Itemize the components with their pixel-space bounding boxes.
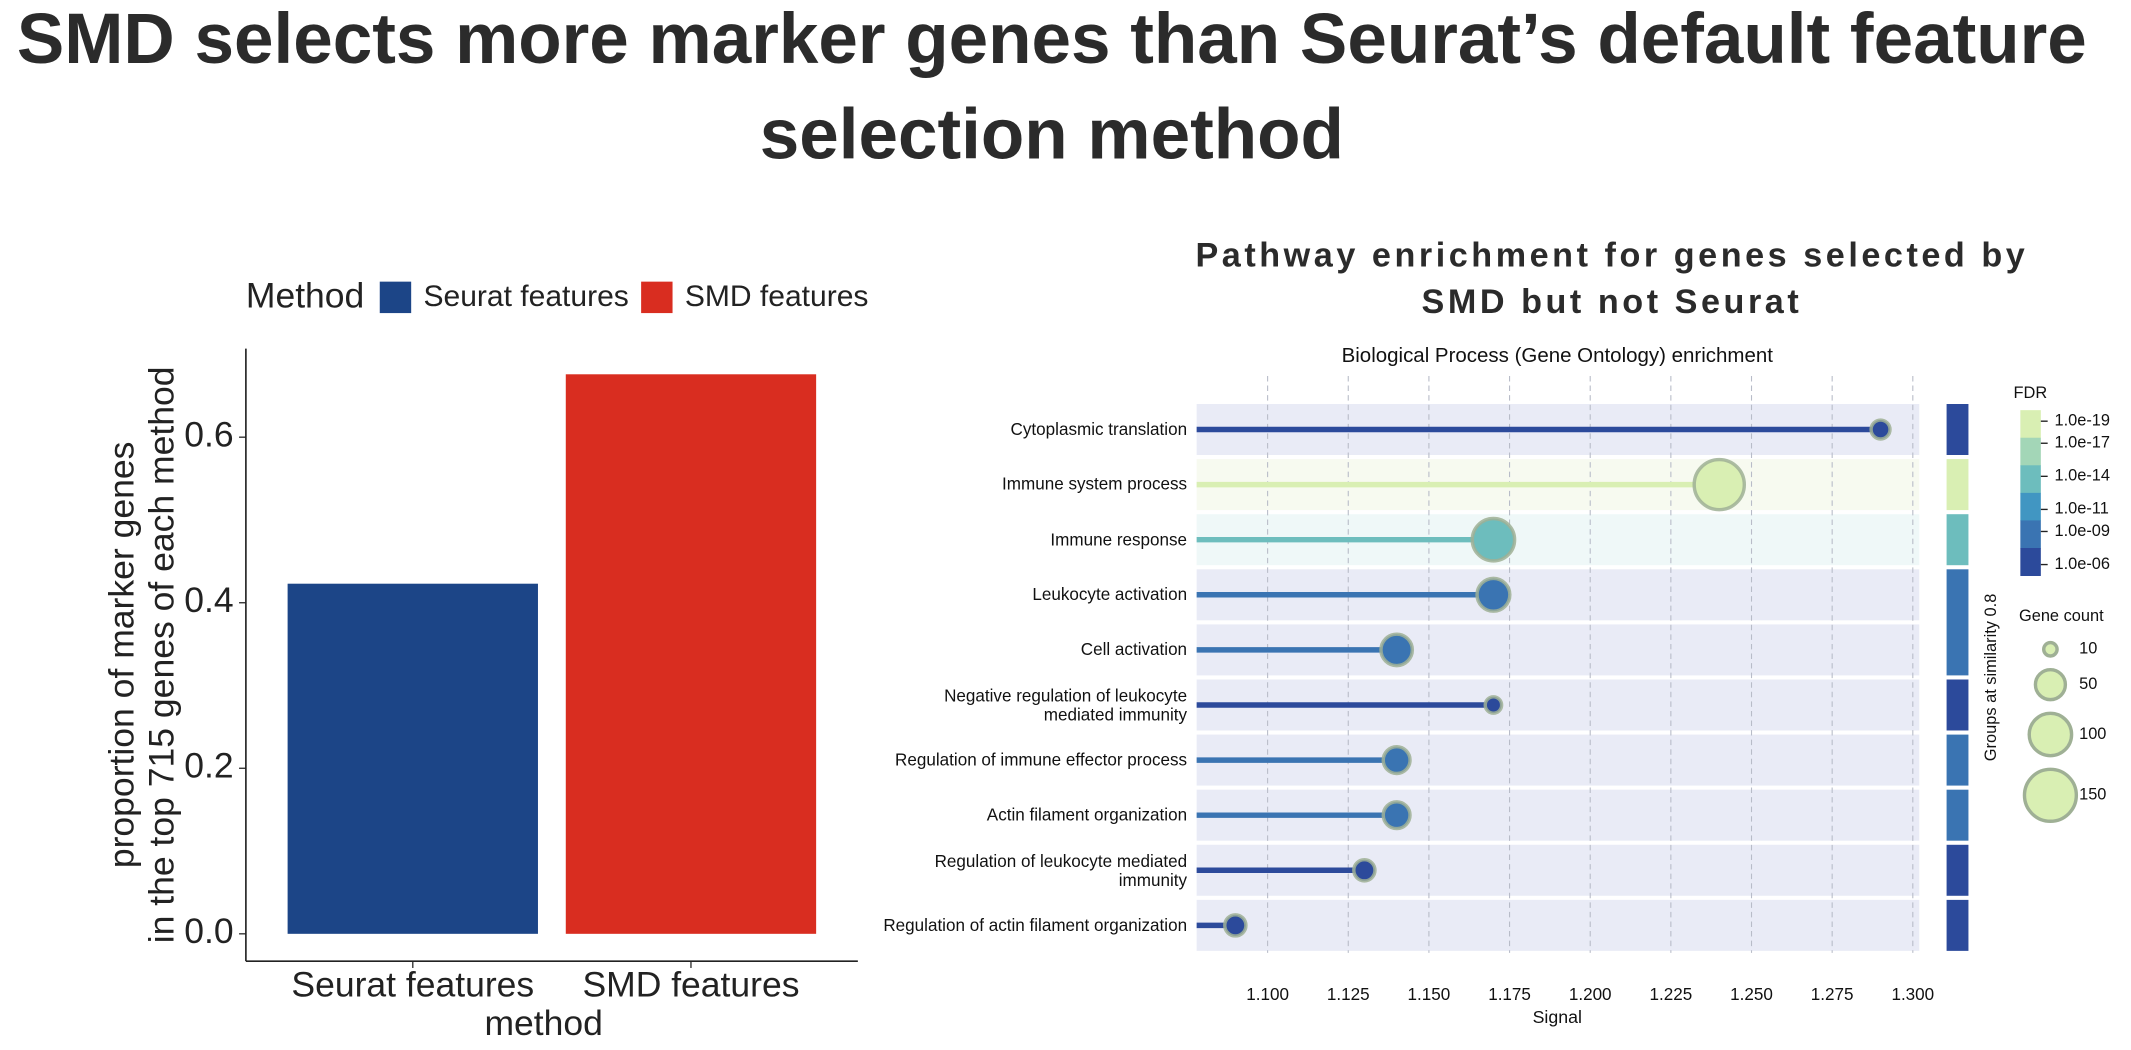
y-tick-label: 0.0 <box>184 911 233 951</box>
category-label-box: Leukocyte activation <box>1032 585 1188 605</box>
lollipop-head <box>1352 857 1377 883</box>
y-tick-label: 0.4 <box>184 580 233 620</box>
y-tick-label: 0.6 <box>184 415 233 455</box>
colorbar-step <box>2020 520 2041 549</box>
x-tick-label: 1.125 <box>1327 985 1370 1004</box>
lollipop-head <box>1381 744 1412 776</box>
category-label-box: Regulation of immune effector process <box>895 750 1188 770</box>
legend-label: Seurat features <box>423 280 628 313</box>
size-legend-label: 10 <box>2079 640 2097 658</box>
lollipop-head <box>1692 457 1747 512</box>
bar <box>565 374 817 934</box>
category-label: Immune response <box>1050 530 1188 550</box>
x-tick-label: 1.100 <box>1246 985 1289 1004</box>
group-bar <box>1946 789 1969 841</box>
x-tick-label: 1.200 <box>1569 985 1612 1004</box>
category-label-box: Cell activation <box>1080 640 1188 660</box>
colorbar-step <box>2020 492 2041 521</box>
colorbar-tick-label: 1.0e-19 <box>2055 412 2111 430</box>
category-label: Actin filament organization <box>986 805 1188 825</box>
y-axis-title: proportion of marker genes in the top 715… <box>102 366 182 943</box>
y-axis-title-line: in the top 715 genes of each method <box>141 366 181 943</box>
size-legend-key <box>2022 767 2079 823</box>
category-label: Regulation of immune effector process <box>895 750 1188 770</box>
category-label: Cell activation <box>1080 640 1188 660</box>
lollipop-head <box>1470 516 1517 563</box>
category-label: Regulation of actin filament organizatio… <box>883 915 1188 935</box>
y-tick-label: 0.2 <box>184 746 233 786</box>
legend-title: Method <box>246 275 364 315</box>
lollipop-head <box>1223 913 1248 938</box>
groups-title-text: Groups at similarity 0.8 <box>1982 594 2000 762</box>
category-label: Regulation of leukocyte mediated immunit… <box>934 851 1188 890</box>
colorbar-tick-label: 1.0e-11 <box>2055 500 2109 518</box>
colorbar-step <box>2020 548 2041 576</box>
group-bar <box>1946 569 1969 676</box>
x-tick-label: 1.250 <box>1730 985 1773 1004</box>
x-tick-label: 1.175 <box>1488 985 1531 1004</box>
x-tick-label: Seurat features <box>291 964 534 1004</box>
category-label: Cytoplasmic translation <box>1010 419 1188 440</box>
legend-swatch <box>641 281 673 314</box>
category-label: Leukocyte activation <box>1032 585 1188 605</box>
x-tick-label: 1.275 <box>1811 985 1854 1004</box>
colorbar-tick-label: 1.0e-14 <box>2055 467 2111 485</box>
category-label-box: Cytoplasmic translation <box>1010 419 1188 440</box>
legend-swatch <box>379 281 412 314</box>
colorbar-tick-label: 1.0e-06 <box>2055 555 2111 573</box>
size-legend-key <box>2042 640 2059 658</box>
colorbar-tick-label: 1.0e-17 <box>2055 434 2111 452</box>
x-tick-label: 1.150 <box>1408 985 1451 1004</box>
page-title: SMD selects more marker genes than Seura… <box>16 0 2087 170</box>
category-label-box: Regulation of leukocyte mediated immunit… <box>934 851 1188 890</box>
group-bar <box>1946 404 1969 455</box>
fdr-legend-title: FDR <box>2014 384 2048 402</box>
size-legend-key <box>2033 667 2068 702</box>
chart-subtitle: Biological Process (Gene Ontology) enric… <box>1342 344 1774 367</box>
y-axis-title-line: proportion of marker genes <box>102 442 142 869</box>
size-legend-label: 150 <box>2079 786 2106 804</box>
size-legend-key <box>2027 711 2074 758</box>
size-legend-label: 100 <box>2079 725 2106 743</box>
bar <box>287 583 538 934</box>
chart-title: Pathway enrichment for genes selected by… <box>1195 236 2029 322</box>
lollipop-head <box>1379 632 1415 668</box>
colorbar-step <box>2020 437 2041 466</box>
chart-title-box: Pathway enrichment for genes selected by… <box>1195 236 2029 322</box>
lollipop-head <box>1475 576 1512 613</box>
colorbar-step <box>2020 465 2041 494</box>
group-bar <box>1946 459 1969 511</box>
category-label-box: Immune system process <box>1002 475 1188 495</box>
size-legend-title: Gene count <box>2019 607 2104 625</box>
category-label-box: Immune response <box>1050 530 1188 550</box>
legend-label: SMD features <box>685 280 869 313</box>
x-tick-label: 1.225 <box>1649 985 1692 1004</box>
category-label: Negative regulation of leukocyte mediate… <box>944 685 1188 725</box>
page-title-box: SMD selects more marker genes than Seura… <box>16 0 2087 170</box>
category-label: Immune system process <box>1002 475 1188 495</box>
colorbar-step <box>2020 410 2041 439</box>
colorbar-tick-label: 1.0e-09 <box>2055 522 2111 540</box>
lollipop-head <box>1869 418 1892 441</box>
lollipop-head <box>1381 800 1412 831</box>
category-label-box: Negative regulation of leukocyte mediate… <box>944 685 1188 725</box>
x-tick-label: SMD features <box>582 964 799 1004</box>
x-tick-label: 1.300 <box>1891 985 1934 1004</box>
row-band <box>1196 899 1920 951</box>
x-axis-title: Signal <box>1533 1007 1582 1027</box>
category-label-box: Actin filament organization <box>986 805 1188 825</box>
lollipop-head <box>1483 695 1504 715</box>
category-label-box: Regulation of actin filament organizatio… <box>883 915 1188 935</box>
group-bar <box>1946 844 1969 896</box>
group-bar <box>1946 734 1969 786</box>
x-axis-title: method <box>484 1003 602 1043</box>
group-bar <box>1946 679 1969 731</box>
group-bar <box>1946 514 1969 566</box>
size-legend-label: 50 <box>2079 675 2097 693</box>
group-bar <box>1946 899 1969 951</box>
groups-title: Groups at similarity 0.8 <box>1982 594 2000 762</box>
